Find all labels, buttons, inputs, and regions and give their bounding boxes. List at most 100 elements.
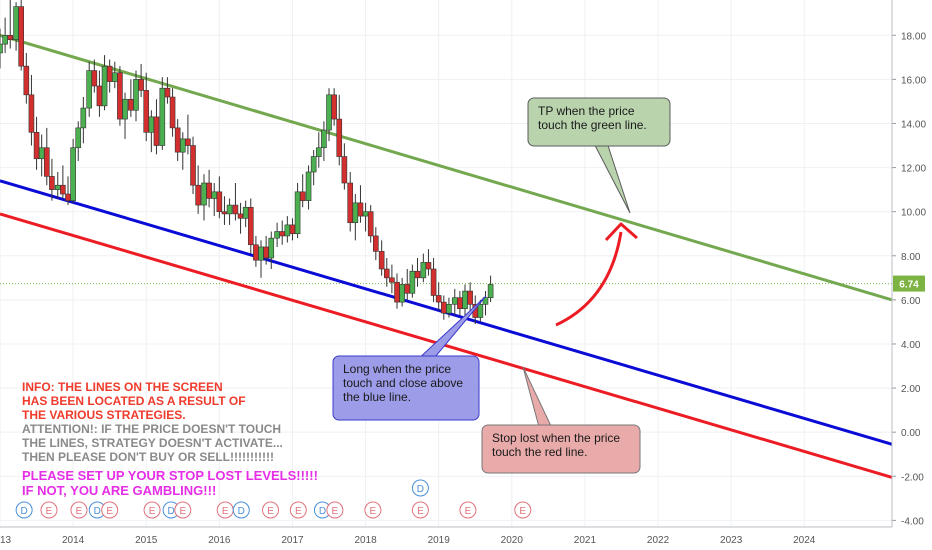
earnings-marker [514,501,532,519]
candle-down [221,211,228,215]
candle-up [482,297,489,305]
candle-up [54,184,61,190]
candle-down [457,297,463,310]
candle-up [201,182,207,206]
event-label: D [417,484,424,495]
candle-down [169,96,176,129]
event-label: E [417,506,424,517]
candle-up [38,147,45,160]
dividend-marker [232,501,250,519]
candle-up [211,191,218,199]
candle-up [352,202,359,224]
x-tick-label: 2019 [428,535,451,546]
attention-line: THE LINES, STRATEGY DOESN'T ACTIVATE... [22,436,283,450]
x-tick-label: 2023 [720,535,743,546]
candle-down [195,184,201,206]
candle-down [378,251,385,270]
tp-callout-text: touch the green line. [538,118,647,132]
candle-up [462,290,468,310]
y-tick-label: 12.00 [901,164,926,175]
candle-up [101,65,108,107]
candle-down [185,138,191,146]
last-price-badge [893,275,925,292]
x-tick-label: 2020 [501,535,524,546]
candle-up [399,284,405,303]
earnings-marker [101,501,119,519]
candle-up [2,34,8,45]
candle-down [96,85,103,107]
warning-line: PLEASE SET UP YOUR STOP LOST LEVELS!!!!! [22,468,318,483]
candle-down [91,70,98,87]
event-label: D [21,506,28,517]
candle-down [190,145,196,186]
stop-callout-box-fill [483,426,639,472]
y-tick-label: 0.00 [901,428,921,439]
candle-down [430,268,437,296]
red-trendline [0,212,893,479]
candle-down [373,235,379,252]
event-label: E [106,506,113,517]
candle-down [414,270,421,279]
candle-down [263,246,269,259]
candle-up [122,98,128,120]
long-callout-box-fill [334,357,478,419]
x-tick-label: 2022 [647,535,670,546]
event-label: E [149,506,156,517]
info-text: INFO: THE LINES ON THE SCREEN HAS BEEN L… [22,380,318,498]
candle-down [394,281,400,303]
x-tick-label: 2018 [354,535,377,546]
candle-down [216,191,223,212]
candle-up [133,79,139,111]
candle-up [111,72,118,82]
candle-down [336,118,343,157]
y-tick-label: -2.00 [901,472,924,483]
event-label: E [46,506,53,517]
event-label: E [295,506,302,517]
tp-callout-box-fill [529,99,669,145]
event-label: E [370,506,377,517]
candle-up [310,156,317,173]
candle-down [28,94,35,133]
candle-up [409,270,416,294]
candle-up [315,147,322,157]
candle-up [446,303,452,314]
y-tick-label: 14.00 [901,119,926,130]
candle-up [242,206,249,219]
event-label: D [319,506,326,517]
earnings-marker [364,501,382,519]
candle-down [404,284,411,294]
candle-down [232,204,239,215]
earnings-marker [143,501,161,519]
candle-down [347,182,354,224]
candle-down [206,182,212,199]
candle-down [279,231,286,237]
earnings-marker [459,501,477,519]
candle-up [477,303,484,318]
candle-up [294,191,301,235]
x-tick-label: 2013 [0,535,12,546]
warning-line: IF NOT, YOU ARE GAMBLING!!! [22,483,217,498]
candle-down [367,211,374,237]
candle-down [389,277,395,283]
candle-up [284,224,291,237]
candle-up [179,138,186,153]
stop-callout-text: touch the red line. [492,445,587,459]
candle-up [321,129,327,149]
event-label: D [94,506,101,517]
candle-down [7,34,14,40]
x-tick-label: 2014 [62,535,85,546]
candle-down [174,127,181,153]
info-line: HAS BEEN LOCATED AS A RESULT OF [22,394,246,408]
info-line: THE VARIOUS STRATEGIES. [22,408,186,422]
candle-down [60,184,66,195]
candle-up [268,237,275,259]
x-tick-label: 2017 [281,535,304,546]
candle-up [86,70,92,109]
y-tick-label: 2.00 [901,384,921,395]
info-line: INFO: THE LINES ON THE SCREEN [22,380,223,394]
candle-up [80,107,87,129]
y-tick-label: 18.00 [901,31,926,42]
y-tick-label: 8.00 [901,252,921,263]
candle-up [326,94,332,131]
